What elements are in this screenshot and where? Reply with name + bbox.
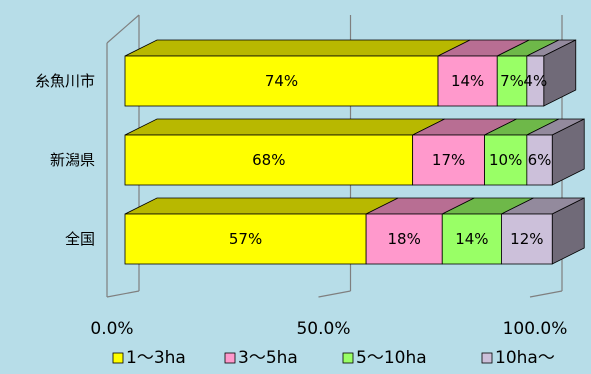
x-tick-label: 50.0%	[296, 319, 350, 339]
category-label: 全国	[65, 230, 95, 248]
x-tick-label: 0.0%	[90, 319, 133, 339]
bar-front-face	[124, 134, 414, 186]
data-label: 6%	[528, 151, 552, 169]
floor-gridline-1	[318, 290, 351, 298]
bar-front-face	[496, 55, 528, 107]
legend: 1～3ha 3～5ha 5～10ha 10ha～	[112, 348, 555, 368]
bar-top-face	[124, 39, 471, 57]
value-axis: 0.0% 50.0% 100.0%	[90, 319, 567, 339]
legend-item-1: 3～5ha	[224, 348, 298, 368]
data-label: 74%	[265, 72, 298, 90]
data-label: 57%	[229, 230, 262, 248]
legend-label: 3～5ha	[238, 348, 298, 368]
data-label: 14%	[455, 230, 488, 248]
legend-item-2: 5～10ha	[342, 348, 427, 368]
data-label: 7%	[500, 72, 524, 90]
bar-front-face	[437, 55, 498, 107]
category-label: 糸魚川市	[35, 72, 95, 90]
data-label: 4%	[523, 72, 547, 90]
bar-segment-2-0: 57%	[124, 197, 399, 265]
data-label: 68%	[252, 151, 285, 169]
bar-top-face	[124, 118, 445, 136]
bar-front-face	[526, 55, 545, 107]
bar-segment-1-0: 68%	[124, 118, 445, 186]
bar-segment-2-1: 18%	[365, 197, 475, 265]
category-label: 新潟県	[50, 151, 95, 169]
legend-item-3: 10ha～	[481, 348, 555, 368]
bar-front-face	[441, 213, 502, 265]
data-label: 14%	[451, 72, 484, 90]
legend-swatch	[342, 352, 354, 364]
bar-layer: 74% 14% 7% 4% 68% 17% 10% 6% 57% 18% 14% 12%	[124, 39, 585, 265]
data-label: 17%	[432, 151, 465, 169]
bar-segment-2-2: 14%	[441, 197, 534, 265]
legend-swatch	[481, 352, 493, 364]
bar-segment-0-0: 74%	[124, 39, 471, 107]
bar-segment-1-1: 17%	[412, 118, 517, 186]
legend-label: 10ha～	[495, 348, 555, 368]
legend-label: 5～10ha	[356, 348, 427, 368]
bar-segment-1-2: 10%	[484, 118, 560, 186]
legend-label: 1～3ha	[126, 348, 186, 368]
bar-front-face	[365, 213, 443, 265]
data-label: 18%	[388, 230, 421, 248]
legend-swatch	[224, 352, 236, 364]
bar-front-face	[124, 213, 367, 265]
bar-top-face	[124, 197, 399, 215]
bar-front-face	[501, 213, 553, 265]
left-wall-top-edge	[106, 14, 140, 44]
x-tick-label: 100.0%	[503, 319, 568, 339]
bar-front-face	[412, 134, 485, 186]
floor-gridline-2	[529, 290, 563, 298]
bar-segment-2-3: 12%	[501, 197, 585, 265]
bar-front-face	[526, 134, 553, 186]
legend-item-0: 1～3ha	[112, 348, 186, 368]
legend-swatch	[112, 352, 124, 364]
bar-front-face	[124, 55, 439, 107]
bar-segment-0-3: 4%	[523, 39, 577, 107]
data-label: 12%	[510, 230, 543, 248]
bar-segment-1-3: 6%	[526, 118, 585, 186]
floor-gridline-0	[106, 290, 140, 298]
data-label: 10%	[489, 151, 522, 169]
